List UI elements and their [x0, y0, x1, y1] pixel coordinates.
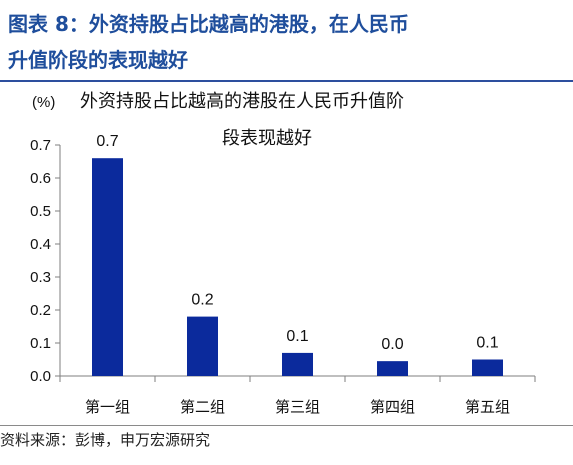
- bar-value-label: 0.2: [191, 292, 213, 309]
- y-tick-label: 0.1: [30, 335, 51, 352]
- bar-value-label: 0.7: [96, 133, 118, 150]
- footer-divider: [0, 425, 573, 426]
- x-axis: 第一组 第二组 第三组 第四组 第五组: [59, 375, 536, 416]
- y-tick-label: 0.4: [30, 236, 51, 253]
- x-category-label: 第四组: [370, 398, 415, 416]
- figure-title: 图表 8：外资持股占比越高的港股，在人民币 升值阶段的表现越好: [8, 6, 564, 78]
- bar-value-label: 0.1: [286, 328, 308, 345]
- bar: [187, 316, 218, 376]
- y-tick-label: 0.3: [30, 269, 51, 286]
- y-tick-label: 0.6: [30, 170, 51, 187]
- chart-title-line-2: 段表现越好: [222, 128, 312, 149]
- y-tick-label: 0.0: [30, 368, 51, 385]
- bar-chart: (%) 外资持股占比越高的港股在人民币升值阶 段表现越好 0.00.10.20.…: [30, 91, 536, 416]
- bar-value-label: 0.0: [381, 336, 403, 353]
- x-category-label: 第三组: [275, 398, 320, 416]
- chart-title-line-1: 外资持股占比越高的港股在人民币升值阶: [80, 91, 404, 112]
- y-unit-label: (%): [32, 94, 55, 111]
- bar: [92, 158, 123, 376]
- y-tick-label: 0.2: [30, 302, 51, 319]
- figure-title-line-2: 升值阶段的表现越好: [8, 48, 188, 72]
- y-tick-label: 0.7: [30, 137, 51, 154]
- x-category-label: 第五组: [465, 398, 510, 416]
- bar: [377, 361, 408, 376]
- bar-value-label: 0.1: [476, 335, 498, 352]
- bar-series: 0.7 0.2 0.1 0.0 0.1: [92, 133, 503, 376]
- x-category-label: 第一组: [85, 398, 130, 416]
- bar: [282, 352, 313, 376]
- source-note: 资料来源：彭博，申万宏源研究: [0, 431, 211, 449]
- bar: [472, 359, 503, 376]
- figure-title-line-1: 图表 8：外资持股占比越高的港股，在人民币: [8, 12, 409, 36]
- x-category-label: 第二组: [180, 398, 225, 416]
- y-axis: 0.0 0.1 0.2 0.3 0.4 0.5 0.6 0.7: [30, 137, 61, 385]
- y-tick-label: 0.5: [30, 203, 51, 220]
- title-divider: [0, 80, 573, 82]
